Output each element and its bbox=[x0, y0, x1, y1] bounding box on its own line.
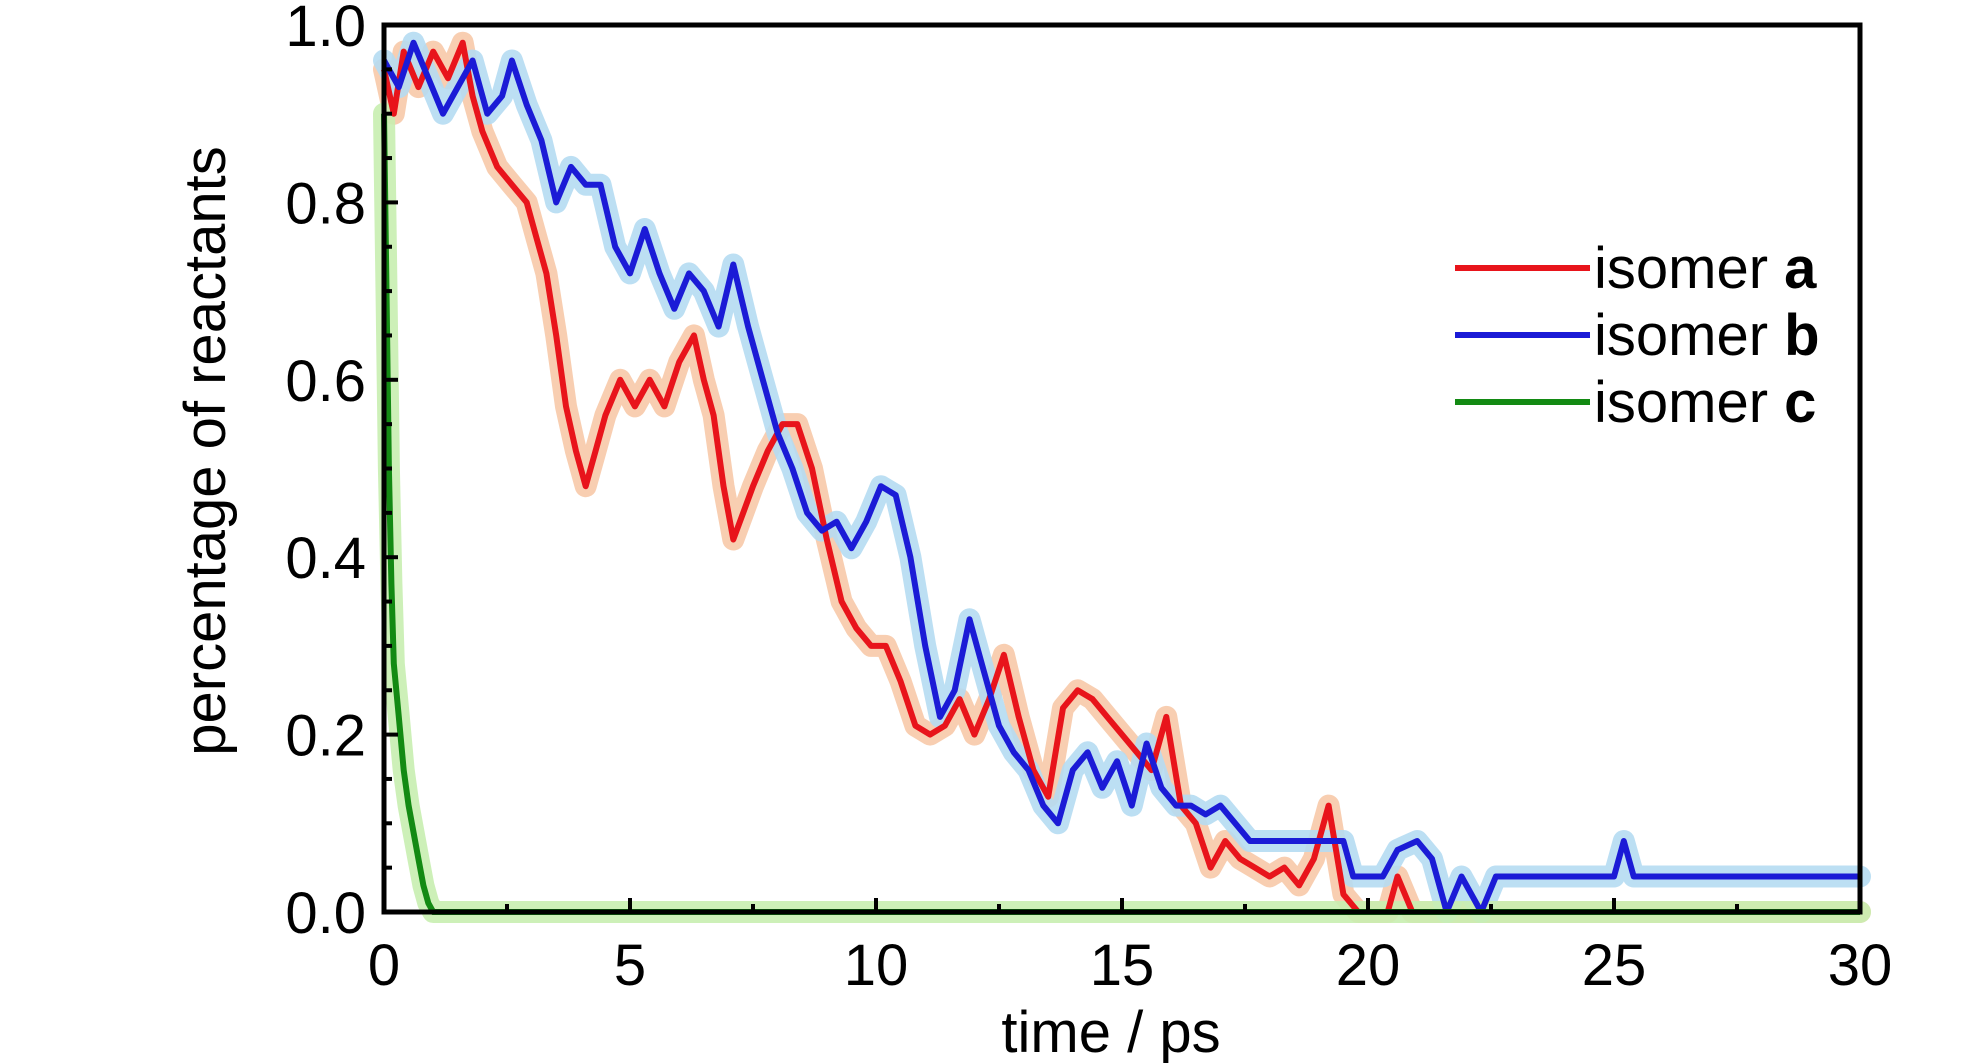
x-tick-label: 25 bbox=[1582, 933, 1647, 998]
legend-label-a: isomer a bbox=[1594, 236, 1817, 301]
y-tick-label: 1.0 bbox=[285, 0, 366, 59]
series-line-c bbox=[381, 113, 1860, 915]
y-axis-label: percentage of reactants bbox=[173, 146, 238, 755]
y-tick-label: 0.0 bbox=[285, 881, 366, 946]
x-axis-label: time / ps bbox=[1001, 1000, 1220, 1063]
legend-label-c: isomer c bbox=[1594, 370, 1816, 435]
x-tick-label: 20 bbox=[1336, 933, 1401, 998]
x-tick-label: 5 bbox=[614, 933, 646, 998]
y-tick-label: 0.6 bbox=[285, 349, 366, 414]
y-tick-label: 0.8 bbox=[285, 171, 366, 236]
x-tick-label: 0 bbox=[368, 933, 400, 998]
y-tick-label: 0.4 bbox=[285, 526, 366, 591]
x-tick-label: 10 bbox=[844, 933, 909, 998]
x-axis-ticks: 0 5 10 15 20 25 30 bbox=[368, 898, 1892, 998]
x-tick-label: 30 bbox=[1828, 933, 1893, 998]
series-line-a bbox=[381, 39, 1860, 915]
y-tick-label: 0.2 bbox=[285, 704, 366, 769]
series-lines bbox=[381, 39, 1860, 915]
legend-label-b: isomer b bbox=[1594, 303, 1820, 368]
series-line-b bbox=[381, 39, 1860, 915]
y-axis-ticks: 0.0 0.2 0.4 0.6 0.8 1.0 bbox=[285, 0, 398, 946]
x-tick-label: 15 bbox=[1090, 933, 1155, 998]
